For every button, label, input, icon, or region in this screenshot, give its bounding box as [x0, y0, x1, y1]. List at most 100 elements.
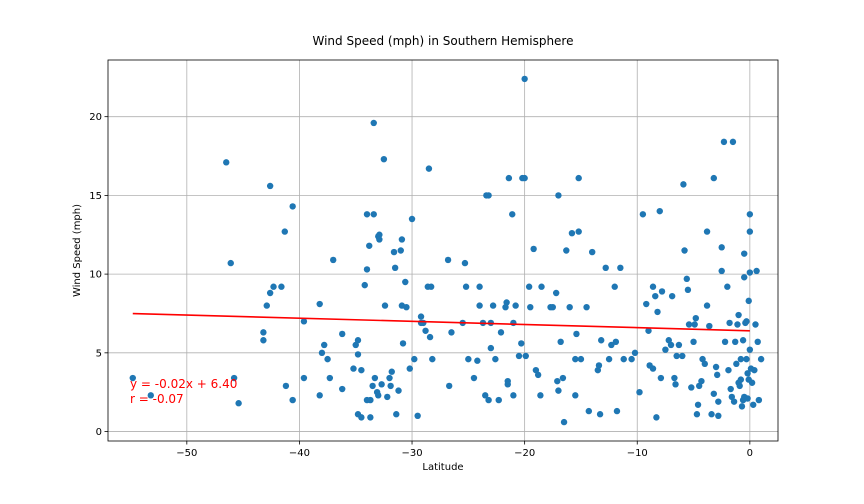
data-point: [596, 411, 604, 418]
x-tick-label: −20: [514, 448, 535, 459]
data-point: [750, 401, 757, 408]
data-point: [685, 321, 693, 328]
data-point: [639, 211, 647, 218]
data-point: [429, 355, 436, 363]
x-tick-label: −10: [627, 448, 648, 459]
data-point: [735, 311, 742, 319]
data-point: [703, 228, 711, 235]
data-point: [510, 392, 517, 399]
grid-lines: [108, 60, 778, 441]
data-point: [744, 370, 751, 377]
data-point: [679, 352, 686, 360]
data-points: [129, 75, 765, 426]
data-point: [512, 302, 519, 309]
data-point: [598, 337, 605, 344]
data-point: [738, 403, 746, 410]
data-point: [741, 274, 748, 281]
data-point: [521, 75, 528, 83]
data-point: [585, 407, 593, 415]
data-point: [388, 368, 395, 375]
data-point: [470, 374, 478, 382]
data-point: [518, 340, 525, 347]
data-point: [390, 248, 398, 256]
data-point: [376, 236, 383, 243]
data-point: [370, 119, 377, 127]
data-point: [595, 362, 603, 369]
data-point: [617, 264, 624, 272]
data-point: [527, 303, 534, 311]
data-point: [509, 211, 516, 218]
data-point: [515, 352, 523, 360]
data-point: [363, 266, 371, 273]
data-point: [668, 292, 676, 300]
data-point: [371, 374, 379, 382]
data-point: [744, 395, 751, 402]
data-point: [534, 371, 542, 379]
data-point: [673, 352, 680, 360]
data-point: [560, 418, 568, 426]
data-point: [745, 297, 752, 305]
data-point: [350, 365, 357, 372]
data-point: [741, 250, 748, 257]
data-point: [693, 411, 701, 418]
data-point: [649, 283, 657, 290]
data-point: [645, 327, 652, 334]
data-point: [737, 355, 745, 363]
data-point: [266, 182, 274, 190]
data-point: [748, 379, 756, 386]
data-point: [746, 269, 754, 276]
data-point: [324, 355, 331, 363]
data-point: [504, 381, 511, 388]
data-point: [589, 248, 596, 256]
data-point: [391, 264, 399, 272]
data-point: [366, 242, 373, 249]
data-point: [727, 385, 734, 393]
data-point: [147, 392, 154, 399]
data-point: [572, 355, 579, 363]
data-point: [575, 174, 582, 182]
data-point: [537, 392, 544, 399]
data-point: [422, 327, 429, 334]
y-tick-label: 20: [89, 112, 102, 123]
data-point: [754, 338, 761, 346]
correlation-label: r = -0.07: [130, 392, 184, 406]
data-point: [358, 366, 365, 374]
data-point: [701, 360, 709, 368]
data-point: [270, 283, 277, 290]
data-point: [445, 382, 453, 390]
axes-frame: [107, 59, 779, 442]
data-point: [398, 236, 406, 243]
data-point: [612, 338, 620, 346]
data-point: [354, 337, 362, 344]
data-point: [318, 349, 326, 357]
data-point: [387, 382, 394, 390]
data-point: [476, 302, 483, 309]
data-point: [755, 396, 763, 404]
data-point: [425, 165, 433, 172]
data-point: [367, 396, 374, 404]
data-point: [583, 303, 590, 311]
data-point: [628, 355, 635, 363]
data-point: [555, 192, 562, 199]
data-point: [746, 211, 754, 218]
data-point: [732, 338, 739, 346]
data-point: [386, 374, 393, 382]
x-tick-label: −40: [289, 448, 310, 459]
data-point: [675, 341, 683, 349]
data-point: [384, 393, 391, 401]
data-point: [510, 319, 517, 327]
data-point: [363, 211, 371, 218]
data-point: [266, 289, 274, 297]
data-point: [577, 355, 585, 363]
data-point: [223, 159, 230, 166]
data-point: [752, 321, 759, 328]
data-point: [260, 329, 267, 336]
data-point: [652, 292, 659, 300]
data-point: [402, 278, 409, 286]
data-point: [406, 365, 413, 372]
y-tick-label: 0: [96, 427, 102, 438]
data-point: [563, 247, 570, 254]
data-point: [393, 411, 400, 418]
data-point: [376, 231, 383, 238]
